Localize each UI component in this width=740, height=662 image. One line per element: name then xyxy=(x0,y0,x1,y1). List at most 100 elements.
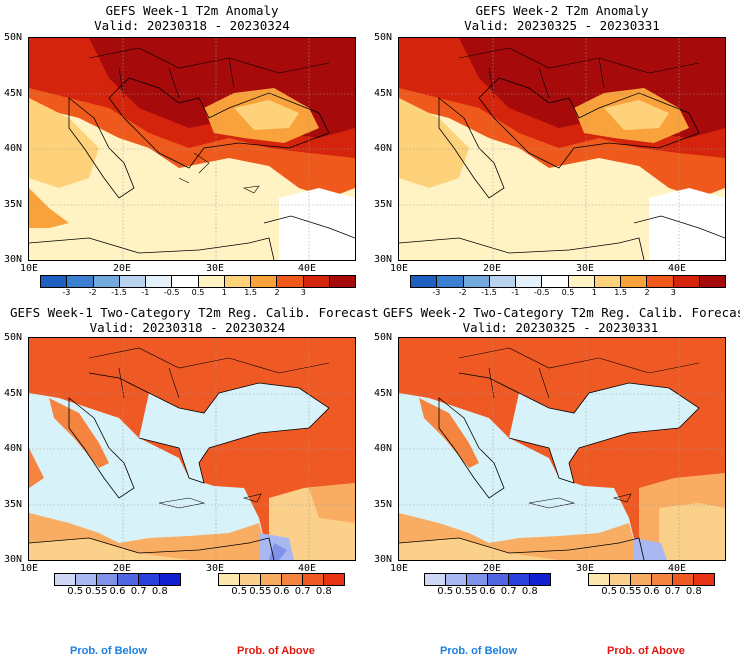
panel4-lon-30: 30E xyxy=(576,563,595,574)
panel4-title: GEFS Week-2 Two-Category T2m Reg. Calib.… xyxy=(383,305,740,335)
panel3-below-tick-3: 0.7 xyxy=(130,586,147,597)
panel3-below-tick-1: 0.55 xyxy=(85,586,108,597)
panel3-valid-text: Valid: 20230318 - 20230324 xyxy=(89,320,286,335)
panel4-below-swatch-0 xyxy=(425,574,446,585)
panel3-above-tick-3: 0.7 xyxy=(294,586,311,597)
panel4-prob-below-label: Prob. of Below xyxy=(440,645,517,657)
panel1-colorbar-swatch-11 xyxy=(329,276,355,287)
panel1-lat-35: 35N xyxy=(4,199,23,210)
panel1-title: GEFS Week-1 T2m Anomaly Valid: 20230318 … xyxy=(28,3,356,33)
panel1-colorbar-tick-1: -2 xyxy=(88,288,97,297)
panel4-above-colorbar xyxy=(588,573,715,586)
panel1-colorbar-tick-9: 3 xyxy=(300,288,306,297)
panel4-above-tick-4: 0.8 xyxy=(685,586,702,597)
panel2-colorbar-swatch-4 xyxy=(516,276,543,287)
panel3-lat-30: 30N xyxy=(4,554,23,565)
panel3-above-tick-4: 0.8 xyxy=(315,586,332,597)
panel4-above-tick-1: 0.55 xyxy=(619,586,642,597)
panel4-above-swatch-1 xyxy=(610,574,631,585)
panel4-above-swatch-0 xyxy=(589,574,610,585)
panel4-below-tick-0: 0.5 xyxy=(437,586,454,597)
panel3-title: GEFS Week-1 Two-Category T2m Reg. Calib.… xyxy=(10,305,379,335)
panel4-lat-35: 35N xyxy=(374,499,393,510)
panel3-above-swatch-3 xyxy=(282,574,303,585)
panel1-lat-45: 45N xyxy=(4,88,23,99)
panel4-below-tick-2: 0.6 xyxy=(479,586,496,597)
panel3-below-tick-2: 0.6 xyxy=(109,586,126,597)
panel3-lat-45: 45N xyxy=(4,388,23,399)
panel4-map xyxy=(398,337,726,561)
panel2-colorbar-swatch-0 xyxy=(411,276,438,287)
panel4-lon-40: 40E xyxy=(668,563,687,574)
panel4-above-tick-2: 0.6 xyxy=(643,586,660,597)
panel1-colorbar-tick-4: -0.5 xyxy=(163,288,180,297)
panel1-title-text: GEFS Week-1 T2m Anomaly xyxy=(105,3,279,18)
panel2-lat-40: 40N xyxy=(374,143,393,154)
panel1-colorbar-swatch-5 xyxy=(172,276,199,287)
panel3-lat-50: 50N xyxy=(4,332,23,343)
panel2-colorbar-swatch-8 xyxy=(621,276,648,287)
panel2-colorbar-swatch-7 xyxy=(594,276,621,287)
panel2-colorbar-tick-7: 1.5 xyxy=(614,288,628,297)
panel3-below-swatch-1 xyxy=(76,574,97,585)
panel3-lon-10: 10E xyxy=(20,563,39,574)
panel2-colorbar-tick-1: -2 xyxy=(458,288,467,297)
panel2-colorbar-tick-5: 0.5 xyxy=(561,288,575,297)
panel1-colorbar-tick-0: -3 xyxy=(62,288,71,297)
panel4-above-swatch-3 xyxy=(652,574,673,585)
panel1-colorbar-tick-6: 1 xyxy=(221,288,227,297)
panel3-lat-35: 35N xyxy=(4,499,23,510)
panel2-lat-30: 30N xyxy=(374,254,393,265)
panel2-title-text: GEFS Week-2 T2m Anomaly xyxy=(475,3,649,18)
panel4-lat-50: 50N xyxy=(374,332,393,343)
panel4-below-swatch-2 xyxy=(467,574,488,585)
panel1-colorbar-tick-5: 0.5 xyxy=(191,288,205,297)
panel1-colorbar-swatch-3 xyxy=(119,276,146,287)
panel4-lat-30: 30N xyxy=(374,554,393,565)
panel4-below-swatch-4 xyxy=(509,574,530,585)
panel2-colorbar-swatch-6 xyxy=(568,276,595,287)
panel4-above-swatch-5 xyxy=(694,574,714,585)
panel3-above-swatch-1 xyxy=(240,574,261,585)
panel4-lon-20: 20E xyxy=(483,563,502,574)
panel2-colorbar-swatch-10 xyxy=(673,276,700,287)
panel4-above-swatch-4 xyxy=(673,574,694,585)
panel3-below-swatch-3 xyxy=(118,574,139,585)
panel1-colorbar-tick-8: 2 xyxy=(274,288,280,297)
panel2-colorbar-tick-6: 1 xyxy=(591,288,597,297)
panel3-above-swatch-2 xyxy=(261,574,282,585)
panel3-above-colorbar xyxy=(218,573,345,586)
panel1-colorbar-tick-3: -1 xyxy=(141,288,150,297)
panel3-map xyxy=(28,337,356,561)
panel3-below-tick-4: 0.8 xyxy=(151,586,168,597)
panel2-colorbar-swatch-1 xyxy=(437,276,464,287)
panel1-colorbar-tick-2: -1.5 xyxy=(111,288,127,297)
panel3-lon-20: 20E xyxy=(113,563,132,574)
panel1-lon-40: 40E xyxy=(298,263,317,274)
panel1-colorbar-swatch-9 xyxy=(277,276,304,287)
panel2-lon-30: 30E xyxy=(576,263,595,274)
panel2-colorbar-tick-9: 3 xyxy=(670,288,676,297)
panel1-lon-20: 20E xyxy=(113,263,132,274)
panel4-above-swatch-2 xyxy=(631,574,652,585)
panel1-lat-40: 40N xyxy=(4,143,23,154)
panel3-below-swatch-0 xyxy=(55,574,76,585)
panel2-anomaly-colorbar xyxy=(410,275,726,288)
panel2-colorbar-swatch-2 xyxy=(463,276,490,287)
panel1-colorbar-swatch-0 xyxy=(41,276,68,287)
panel1-lat-50: 50N xyxy=(4,32,23,43)
panel2-lat-50: 50N xyxy=(374,32,393,43)
panel2-title: GEFS Week-2 T2m Anomaly Valid: 20230325 … xyxy=(398,3,726,33)
panel3-above-swatch-0 xyxy=(219,574,240,585)
panel2-colorbar-swatch-9 xyxy=(647,276,674,287)
panel1-lon-10: 10E xyxy=(20,263,39,274)
panel2-colorbar-tick-8: 2 xyxy=(644,288,650,297)
panel2-lat-45: 45N xyxy=(374,88,393,99)
panel2-map xyxy=(398,37,726,261)
panel1-colorbar-swatch-8 xyxy=(251,276,278,287)
panel1-lon-30: 30E xyxy=(206,263,225,274)
panel4-valid-text: Valid: 20230325 - 20230331 xyxy=(462,320,659,335)
panel4-below-swatch-1 xyxy=(446,574,467,585)
panel3-above-swatch-4 xyxy=(303,574,324,585)
panel4-below-swatch-3 xyxy=(488,574,509,585)
